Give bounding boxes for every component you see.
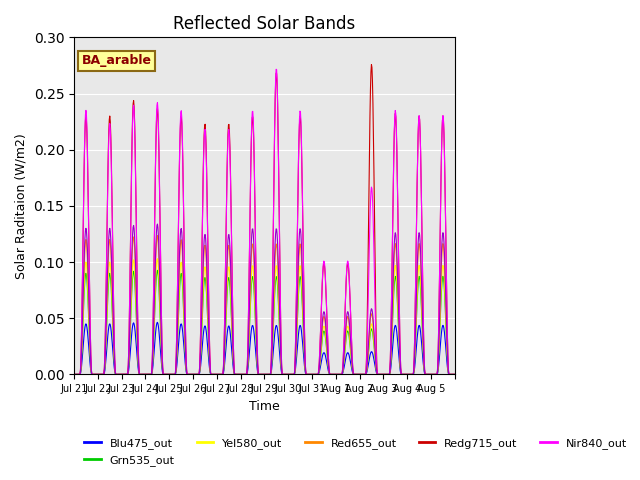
Blu475_out — [451, 372, 459, 377]
Nir840_out — [218, 372, 226, 377]
Legend: Blu475_out, Grn535_out, Yel580_out, Red655_out, Redg715_out, Nir840_out, Nir945_: Blu475_out, Grn535_out, Yel580_out, Red6… — [79, 434, 640, 470]
Redg715_out — [367, 61, 375, 67]
Yel580_out — [303, 372, 311, 377]
Nir945_out — [324, 360, 332, 366]
Red655_out — [186, 372, 193, 377]
Grn535_out — [186, 372, 193, 377]
Red655_out — [115, 372, 122, 377]
Red655_out — [219, 372, 227, 377]
Yel580_out — [204, 323, 212, 328]
Grn535_out — [324, 364, 332, 370]
Nir945_out — [303, 372, 311, 377]
Line: Yel580_out: Yel580_out — [74, 259, 455, 374]
Redg715_out — [451, 372, 459, 377]
Grn535_out — [451, 372, 459, 377]
Blu475_out — [204, 349, 212, 355]
Grn535_out — [115, 372, 122, 377]
Nir945_out — [70, 372, 78, 377]
Line: Nir840_out: Nir840_out — [74, 69, 455, 374]
Nir840_out — [324, 351, 332, 357]
Line: Blu475_out: Blu475_out — [74, 323, 455, 374]
Nir945_out — [204, 308, 212, 313]
Text: BA_arable: BA_arable — [82, 54, 152, 67]
Grn535_out — [70, 372, 78, 377]
Yel580_out — [219, 372, 227, 377]
Nir840_out — [70, 372, 78, 377]
Yel580_out — [186, 372, 193, 377]
Line: Nir945_out: Nir945_out — [74, 224, 455, 374]
Redg715_out — [324, 339, 332, 345]
Yel580_out — [70, 372, 78, 377]
Nir840_out — [272, 66, 280, 72]
Grn535_out — [204, 327, 212, 333]
Nir840_out — [185, 372, 193, 377]
Redg715_out — [218, 372, 226, 377]
Redg715_out — [115, 372, 122, 377]
Nir840_out — [115, 372, 122, 377]
Red655_out — [324, 361, 332, 367]
Nir945_out — [154, 221, 161, 227]
Grn535_out — [154, 267, 161, 273]
Yel580_out — [451, 372, 459, 377]
Blu475_out — [219, 372, 227, 377]
Line: Redg715_out: Redg715_out — [74, 64, 455, 374]
Nir945_out — [451, 372, 459, 377]
Nir945_out — [115, 372, 122, 377]
Blu475_out — [303, 372, 311, 377]
Y-axis label: Solar Raditaion (W/m2): Solar Raditaion (W/m2) — [15, 133, 28, 279]
Red655_out — [204, 313, 212, 319]
Redg715_out — [70, 372, 78, 377]
Red655_out — [70, 372, 78, 377]
Nir945_out — [219, 372, 227, 377]
Yel580_out — [324, 363, 332, 369]
Grn535_out — [303, 372, 311, 377]
Redg715_out — [204, 225, 211, 231]
Blu475_out — [115, 372, 122, 377]
Nir840_out — [303, 372, 311, 377]
X-axis label: Time: Time — [249, 400, 280, 413]
Blu475_out — [324, 368, 332, 373]
Red655_out — [303, 372, 311, 377]
Nir840_out — [451, 372, 459, 377]
Line: Red655_out: Red655_out — [74, 236, 455, 374]
Blu475_out — [154, 320, 161, 325]
Blu475_out — [186, 372, 193, 377]
Nir840_out — [204, 228, 211, 234]
Red655_out — [451, 372, 459, 377]
Redg715_out — [303, 372, 310, 377]
Blu475_out — [70, 372, 78, 377]
Nir945_out — [186, 372, 193, 377]
Line: Grn535_out: Grn535_out — [74, 270, 455, 374]
Yel580_out — [115, 372, 122, 377]
Yel580_out — [154, 256, 161, 262]
Redg715_out — [185, 372, 193, 377]
Red655_out — [154, 233, 161, 239]
Grn535_out — [219, 372, 227, 377]
Title: Reflected Solar Bands: Reflected Solar Bands — [173, 15, 356, 33]
